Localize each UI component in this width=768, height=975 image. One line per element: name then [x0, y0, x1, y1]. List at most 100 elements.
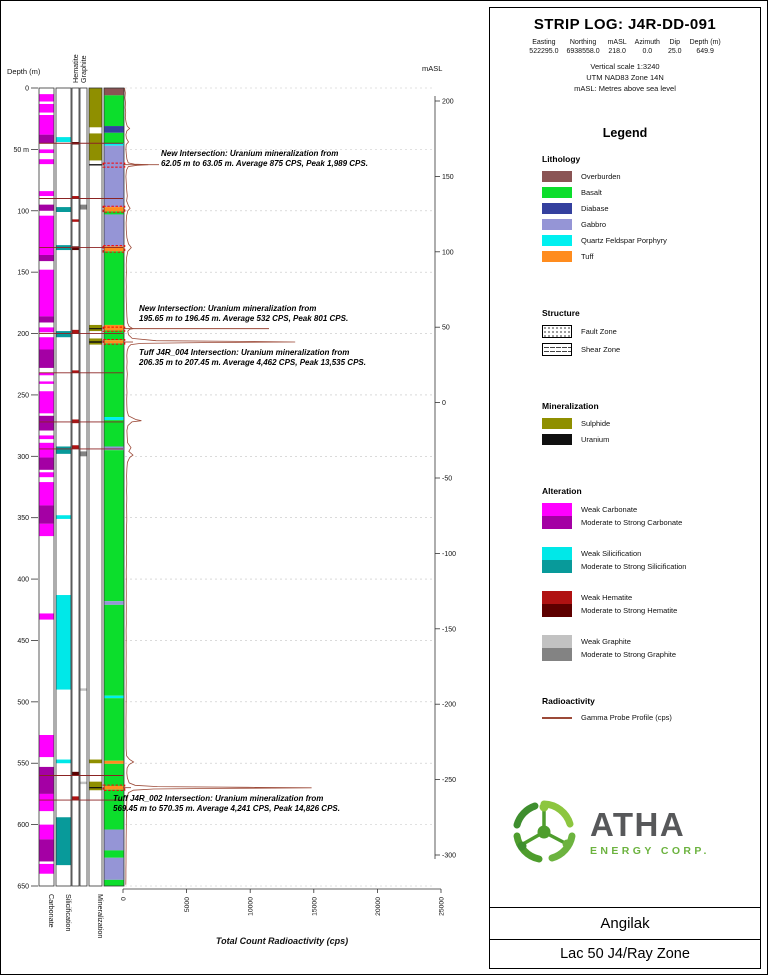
svg-text:Hematite: Hematite	[71, 54, 80, 83]
svg-text:100: 100	[17, 208, 29, 215]
field-northing: Northing 6938558.0	[566, 39, 600, 56]
svg-text:206.35 m to 207.45 m. Average: 206.35 m to 207.45 m. Average 4,462 CPS,…	[138, 358, 366, 367]
fault-zone-swatch	[542, 325, 572, 338]
gamma-line-swatch	[542, 716, 572, 719]
legend-item: Diabase	[542, 203, 752, 214]
svg-text:450: 450	[17, 638, 29, 645]
note-scale: Vertical scale 1:3240	[590, 61, 660, 71]
structure-marker-lines	[39, 142, 123, 801]
strip-log-chart: New Intersection: Uranium mineralization…	[7, 54, 456, 946]
cps-axis: 0 5000 10000 15000 20000 25000 Total Count Rad…	[121, 888, 446, 946]
hematite-swatch	[542, 591, 572, 617]
legend-heading: Legend	[602, 126, 648, 140]
overburden-swatch	[542, 171, 572, 182]
qfp-swatch	[542, 235, 572, 246]
note-masl: mASL: Metres above sea level	[574, 83, 676, 93]
legend-section-alteration: Alteration Weak Carbonate Moderate to St…	[542, 486, 752, 679]
legend-item: Quartz Feldspar Porphyry	[542, 235, 752, 246]
project-footer: Angilak Lac 50 J4/Ray Zone	[490, 907, 760, 968]
legend-section-mineralization: Mineralization Sulphide Uranium	[542, 401, 752, 450]
company-logo: ATHA ENERGY CORP.	[508, 796, 710, 868]
uranium-highlight-boxes	[102, 162, 126, 791]
silicification-swatch	[542, 547, 572, 573]
svg-text:200: 200	[442, 99, 454, 106]
atha-logo-icon	[513, 800, 576, 863]
gamma-profile-line	[124, 87, 312, 885]
svg-text:New Intersection: Uranium mine: New Intersection: Uranium mineralization…	[139, 304, 316, 313]
sulphide-swatch	[542, 418, 572, 429]
intersection-annotations: New Intersection: Uranium mineralization…	[113, 149, 368, 813]
svg-text:15000: 15000	[311, 897, 318, 916]
legend-item: Tuff	[542, 251, 752, 262]
legend-section-radioactivity: Radioactivity Gamma Probe Profile (cps)	[542, 696, 752, 727]
svg-text:500: 500	[17, 699, 29, 706]
svg-text:Total Count Radioactivity (cps: Total Count Radioactivity (cps)	[216, 936, 348, 946]
svg-text:-150: -150	[442, 626, 456, 633]
legend-item: Shear Zone	[542, 343, 752, 356]
svg-text:50 m: 50 m	[13, 147, 29, 154]
field-azimuth: Azimuth 0.0	[634, 39, 660, 56]
svg-text:Graphite: Graphite	[79, 55, 88, 83]
diabase-swatch	[542, 203, 572, 214]
svg-text:Tuff J4R_002 Intersection: Ura: Tuff J4R_002 Intersection: Uranium miner…	[113, 794, 323, 803]
svg-text:150: 150	[17, 270, 29, 277]
svg-text:350: 350	[17, 515, 29, 522]
svg-text:-300: -300	[442, 853, 456, 860]
svg-text:200: 200	[17, 331, 29, 338]
svg-text:650: 650	[17, 884, 29, 891]
svg-text:400: 400	[17, 577, 29, 584]
field-dip: Dip 25.0	[667, 39, 682, 56]
field-easting: Easting 522295.0	[529, 39, 559, 56]
svg-text:Silicification: Silicification	[64, 894, 73, 932]
legend-item: Gabbro	[542, 219, 752, 230]
note-utm: UTM NAD83 Zone 14N	[586, 72, 664, 82]
svg-text:-100: -100	[442, 551, 456, 558]
logo-subtext: ENERGY CORP.	[590, 844, 710, 857]
legend-item: Gamma Probe Profile (cps)	[542, 713, 752, 722]
alteration-graphite-group: Weak Graphite Moderate to Strong Graphit…	[542, 635, 752, 661]
svg-text:0: 0	[442, 400, 446, 407]
alteration-hematite-group: Weak Hematite Moderate to Strong Hematit…	[542, 591, 752, 617]
svg-text:New Intersection: Uranium mine: New Intersection: Uranium mineralization…	[161, 149, 338, 158]
svg-text:-50: -50	[442, 476, 452, 483]
svg-text:mASL: mASL	[422, 64, 442, 73]
legend-item: Overburden	[542, 171, 752, 182]
svg-text:62.05 m to 63.05 m. Average 87: 62.05 m to 63.05 m. Average 875 CPS, Pea…	[161, 159, 368, 168]
svg-text:25000: 25000	[439, 897, 446, 916]
map-notes: Vertical scale 1:3240 UTM NAD83 Zone 14N…	[490, 62, 760, 95]
legend-item: Basalt	[542, 187, 752, 198]
svg-text:195.65 m to 196.45 m. Average: 195.65 m to 196.45 m. Average 532 CPS, P…	[139, 314, 348, 323]
gabbro-swatch	[542, 219, 572, 230]
project-name: Angilak	[490, 908, 760, 940]
logo-text: ATHA	[590, 805, 686, 843]
svg-text:-200: -200	[442, 702, 456, 709]
svg-text:20000: 20000	[375, 897, 382, 916]
masl-axis: mASL 200 150 100 50 0 -50 -100 -150 -200 -250 -300	[422, 64, 456, 860]
svg-text:100: 100	[442, 249, 454, 256]
svg-text:5000: 5000	[184, 897, 191, 912]
carbonate-swatch	[542, 503, 572, 529]
legend-section-structure: Structure Fault Zone Shear Zone	[542, 308, 752, 361]
svg-text:0: 0	[121, 897, 128, 901]
zone-name: Lac 50 J4/Ray Zone	[560, 946, 690, 962]
graphite-swatch	[542, 635, 572, 661]
collar-info-table: Easting 522295.0 Northing 6938558.0 mASL…	[490, 38, 760, 57]
svg-text:-250: -250	[442, 777, 456, 784]
legend-item: Uranium	[542, 434, 752, 445]
svg-text:600: 600	[17, 822, 29, 829]
tuff-swatch	[542, 251, 572, 262]
svg-text:550: 550	[17, 761, 29, 768]
svg-text:0: 0	[25, 86, 29, 93]
shear-zone-swatch	[542, 343, 572, 356]
svg-text:300: 300	[17, 454, 29, 461]
alteration-silicification-group: Weak Silicification Moderate to Strong S…	[542, 547, 752, 573]
depth-axis: Depth (m) 0 50 m 100 150 200 250 300 350 400 450 50…	[7, 67, 41, 891]
svg-text:Depth (m): Depth (m)	[7, 67, 41, 76]
field-depth: Depth (m) 649.9	[689, 39, 721, 56]
svg-text:250: 250	[17, 392, 29, 399]
svg-text:50: 50	[442, 325, 450, 332]
column-labels: Carbonate Silicification Hematite Graphite M…	[47, 54, 105, 938]
alteration-carbonate-group: Weak Carbonate Moderate to Strong Carbon…	[542, 503, 752, 529]
depth-gridlines	[125, 87, 434, 887]
